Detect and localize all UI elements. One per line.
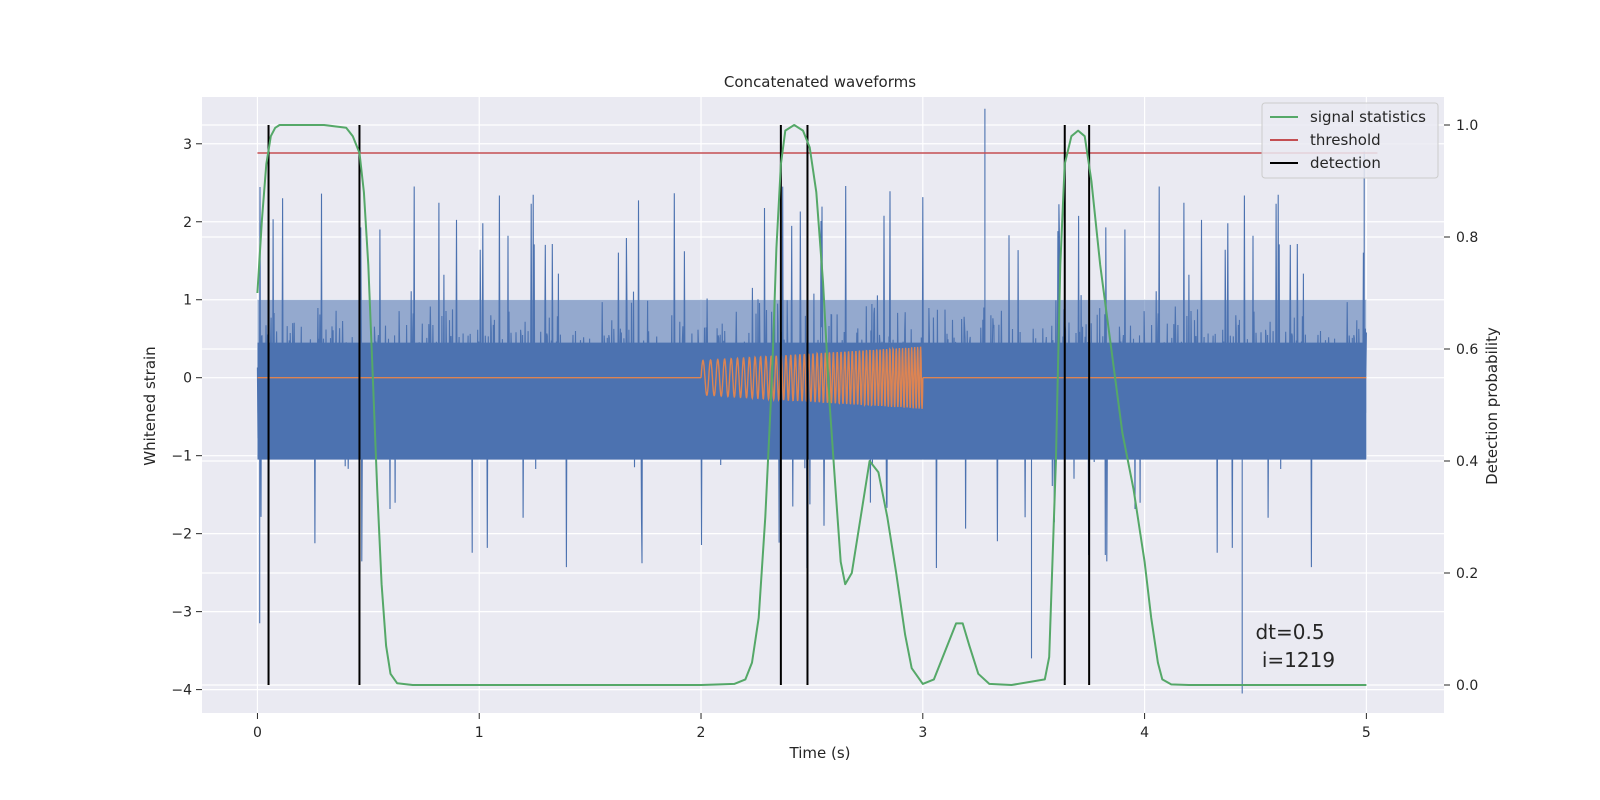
chart-title: Concatenated waveforms <box>724 73 916 91</box>
legend-label-threshold: threshold <box>1310 131 1381 149</box>
y2-tick-label: 0.0 <box>1456 678 1478 694</box>
x-axis-label: Time (s) <box>789 744 851 762</box>
y2-tick-label: 0.4 <box>1456 454 1478 470</box>
y2-tick-label: 1.0 <box>1456 118 1478 134</box>
y-axis-label: Whitened strain <box>141 346 159 465</box>
signal-statistics-line <box>256 124 1367 686</box>
x-tick-label: 3 <box>918 725 927 741</box>
annotation: dt=0.5 i=1219 <box>1255 620 1335 672</box>
series-layer <box>256 108 1378 694</box>
legend-label-detection: detection <box>1310 154 1381 172</box>
annotation-line-2: i=1219 <box>1255 648 1335 672</box>
y-tick-label: 2 <box>183 215 192 231</box>
y2-tick-label: 0.2 <box>1456 566 1478 582</box>
x-tick-label: 4 <box>1140 725 1149 741</box>
x-tick-label: 1 <box>475 725 484 741</box>
y-tick-label: −1 <box>171 449 192 465</box>
y-tick-label: −4 <box>171 683 192 699</box>
template-series <box>257 346 1367 409</box>
y2-tick-label: 0.8 <box>1456 230 1478 246</box>
axes: 0 1 2 3 4 5 −4 −3 −2 −1 0 1 2 3 0.0 0.2 0.4 0.6 0.8 1.0 <box>171 118 1478 741</box>
y-tick-label: 0 <box>183 371 192 387</box>
y-tick-label: −3 <box>171 605 192 621</box>
x-tick-label: 5 <box>1362 725 1371 741</box>
legend-label-signal: signal statistics <box>1310 108 1426 126</box>
y-tick-label: 3 <box>183 137 192 153</box>
legend: signal statistics threshold detection <box>1261 102 1439 179</box>
y-tick-label: 1 <box>183 293 192 309</box>
x-tick-label: 0 <box>253 725 262 741</box>
y2-axis-label: Detection probability <box>1483 327 1501 485</box>
legend-frame <box>1261 102 1439 179</box>
x-tick-label: 2 <box>697 725 706 741</box>
y-tick-label: −2 <box>171 527 192 543</box>
y2-tick-label: 0.6 <box>1456 342 1478 358</box>
annotation-line-1: dt=0.5 <box>1255 620 1324 644</box>
